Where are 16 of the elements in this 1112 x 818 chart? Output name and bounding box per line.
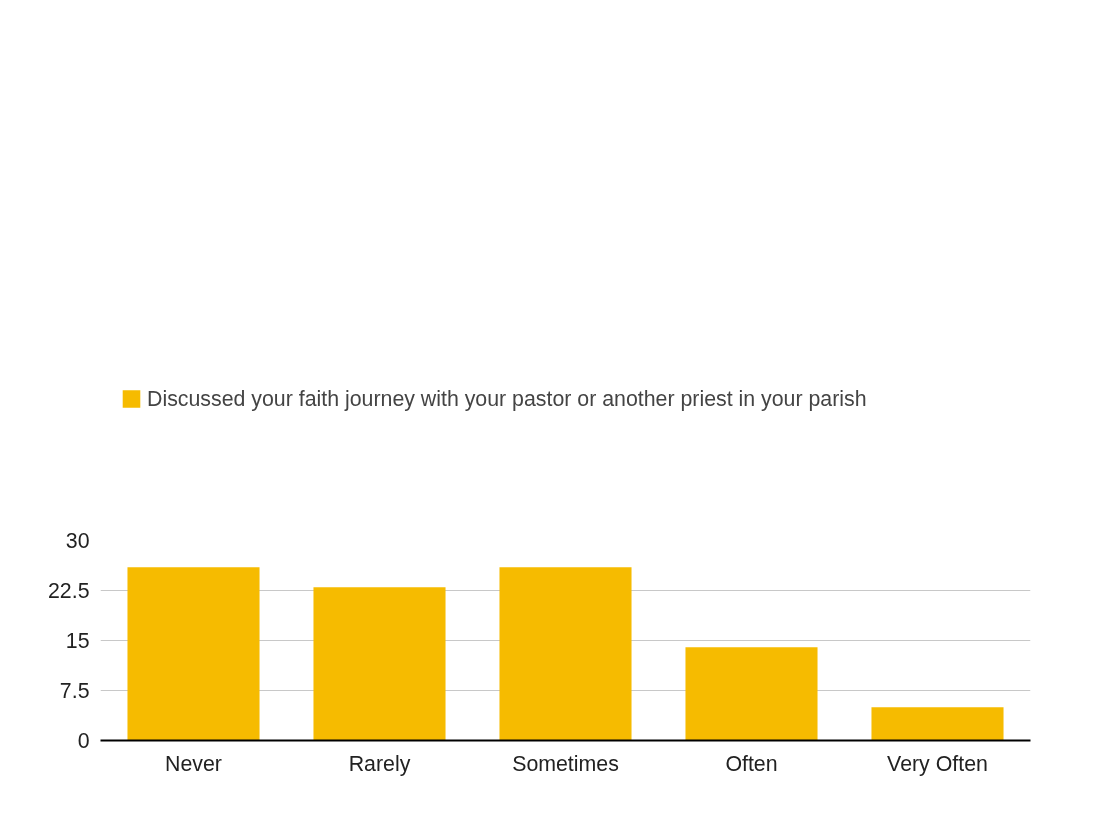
x-tick-label: Rarely — [348, 751, 411, 776]
bar — [313, 587, 446, 741]
y-tick-label: 22.5 — [47, 579, 90, 603]
y-tick-label: 15 — [65, 629, 90, 653]
bar — [871, 707, 1004, 741]
bar — [499, 567, 632, 741]
x-tick-label: Very Often — [887, 751, 988, 776]
y-tick-label: 0 — [77, 729, 90, 753]
y-tick-label: 7.5 — [59, 679, 90, 703]
bar — [127, 567, 260, 741]
x-tick-label: Never — [165, 751, 222, 776]
legend-label: Discussed your faith journey with your pastor or another priest in your parish — [147, 386, 867, 412]
y-tick-label: 30 — [65, 529, 90, 553]
x-tick-label: Sometimes — [512, 751, 619, 776]
x-tick-label: Often — [725, 751, 778, 776]
bar — [685, 647, 818, 741]
